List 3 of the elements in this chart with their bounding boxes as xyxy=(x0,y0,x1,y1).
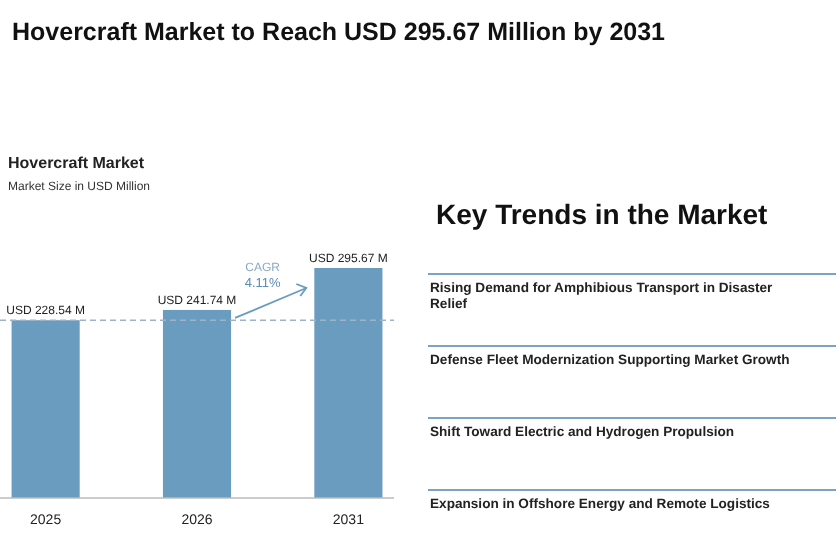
chart-subtitle: Hovercraft Market xyxy=(8,154,145,172)
chart-title: Hovercraft Market to Reach USD 295.67 Million by 2031 xyxy=(12,18,666,46)
text: Key Trends in the Market xyxy=(436,198,769,230)
